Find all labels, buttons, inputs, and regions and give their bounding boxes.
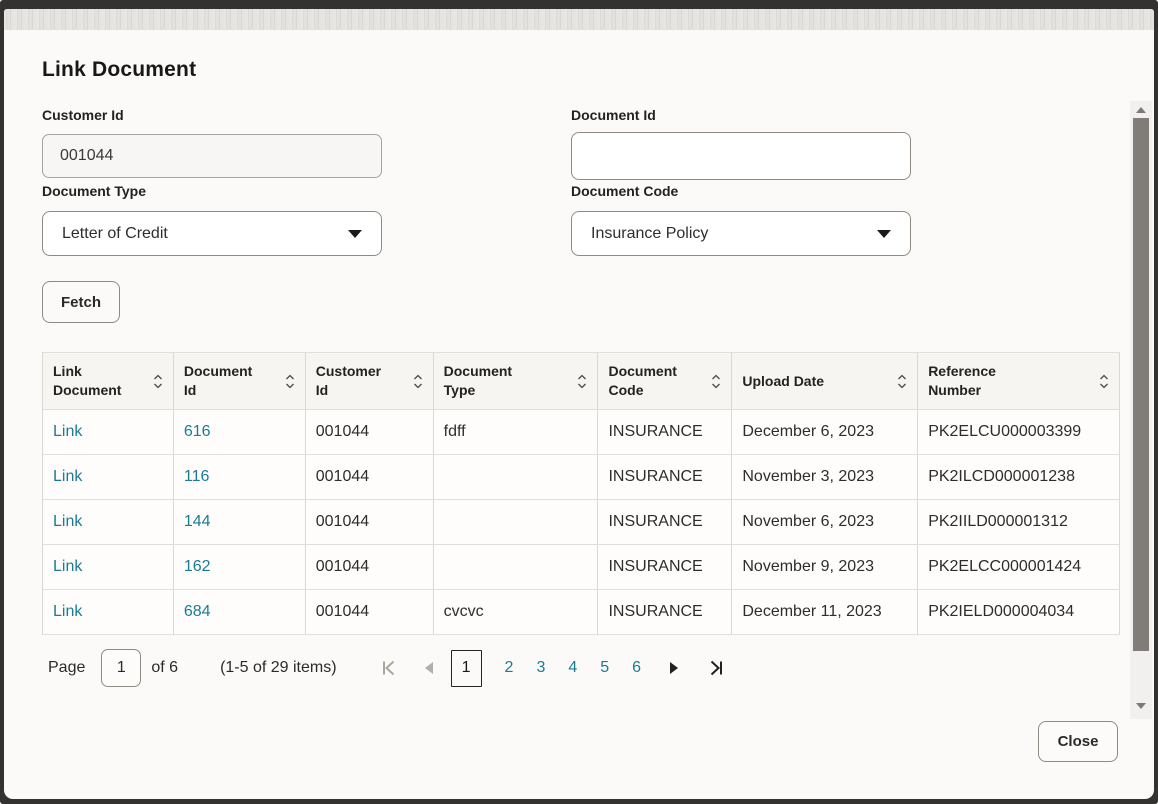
scrollbar-thumb[interactable] xyxy=(1133,118,1149,651)
scroll-up-icon[interactable] xyxy=(1135,106,1147,114)
document-type-selected-value: Letter of Credit xyxy=(62,224,168,242)
column-header-reference-number[interactable]: Reference Number xyxy=(918,353,1120,409)
page-label: Page xyxy=(48,659,86,676)
customer-id-cell: 001044 xyxy=(315,603,370,620)
reference-number-cell: PK2ELCU000003399 xyxy=(928,423,1082,440)
upload-date-cell: November 9, 2023 xyxy=(742,558,874,575)
column-header-document-code[interactable]: Document Code xyxy=(598,353,733,409)
reference-number-cell: PK2IILD000001312 xyxy=(928,513,1068,530)
document-type-select[interactable]: Letter of Credit xyxy=(42,211,382,256)
customer-id-cell: 001044 xyxy=(315,468,370,485)
document-code-label: Document Code xyxy=(571,183,679,199)
page-link[interactable]: 4 xyxy=(568,659,578,676)
reference-number-cell: PK2ELCC000001424 xyxy=(928,558,1082,575)
document-code-select[interactable]: Insurance Policy xyxy=(571,211,911,256)
document-id-link[interactable]: 616 xyxy=(183,423,211,440)
document-code-cell: INSURANCE xyxy=(608,603,703,620)
upload-date-cell: December 6, 2023 xyxy=(742,423,874,440)
sort-icon[interactable] xyxy=(284,372,296,391)
link-document-link[interactable]: Link xyxy=(53,558,83,575)
customer-id-input[interactable] xyxy=(42,134,382,178)
page-link[interactable]: 6 xyxy=(632,659,642,676)
sort-icon[interactable] xyxy=(896,372,908,391)
table-row: Link 684 001044 cvcvc INSURANCE December… xyxy=(43,590,1120,635)
reference-number-cell: PK2IELD000004034 xyxy=(928,603,1075,620)
first-page-icon[interactable] xyxy=(379,658,399,678)
upload-date-cell: November 6, 2023 xyxy=(742,513,874,530)
document-id-link[interactable]: 144 xyxy=(183,513,211,530)
document-type-cell: cvcvc xyxy=(443,603,484,620)
next-page-icon[interactable] xyxy=(668,661,680,675)
dialog-top-texture xyxy=(4,9,1154,30)
column-header-customer-id[interactable]: Customer Id xyxy=(306,353,434,409)
document-code-cell: INSURANCE xyxy=(608,513,703,530)
chevron-down-icon xyxy=(877,229,891,238)
sort-icon[interactable] xyxy=(1098,372,1110,391)
page-link[interactable]: 5 xyxy=(600,659,610,676)
sort-icon[interactable] xyxy=(412,372,424,391)
last-page-icon[interactable] xyxy=(706,658,726,678)
customer-id-label: Customer Id xyxy=(42,107,124,123)
dialog-title: Link Document xyxy=(42,58,197,81)
column-header-upload-date[interactable]: Upload Date xyxy=(732,353,919,409)
sort-icon[interactable] xyxy=(576,372,588,391)
document-type-label: Document Type xyxy=(42,183,146,199)
link-document-link[interactable]: Link xyxy=(53,423,83,440)
link-document-link[interactable]: Link xyxy=(53,603,83,620)
documents-table: Link Document Document Id Customer Id Do… xyxy=(42,352,1120,635)
document-code-cell: INSURANCE xyxy=(608,558,703,575)
document-id-link[interactable]: 684 xyxy=(183,603,211,620)
table-row: Link 144 001044 INSURANCE November 6, 20… xyxy=(43,500,1120,545)
document-id-label: Document Id xyxy=(571,107,656,123)
sort-icon[interactable] xyxy=(152,372,164,391)
link-document-link[interactable]: Link xyxy=(53,513,83,530)
scroll-down-icon[interactable] xyxy=(1135,702,1147,710)
document-type-cell: fdff xyxy=(443,423,466,440)
customer-id-cell: 001044 xyxy=(315,513,370,530)
page-link[interactable]: 2 xyxy=(504,659,514,676)
document-id-input[interactable] xyxy=(571,132,911,180)
column-header-document-type[interactable]: Document Type xyxy=(434,353,599,409)
page-link[interactable]: 3 xyxy=(536,659,546,676)
page-number-input[interactable] xyxy=(101,649,142,687)
items-summary: (1-5 of 29 items) xyxy=(220,659,337,676)
current-page-indicator[interactable]: 1 xyxy=(450,649,482,687)
table-row: Link 116 001044 INSURANCE November 3, 20… xyxy=(43,455,1120,500)
document-id-link[interactable]: 116 xyxy=(183,468,210,485)
column-header-document-id[interactable]: Document Id xyxy=(174,353,306,409)
document-code-cell: INSURANCE xyxy=(608,423,703,440)
customer-id-cell: 001044 xyxy=(315,558,370,575)
close-button[interactable]: Close xyxy=(1038,721,1118,762)
table-row: Link 162 001044 INSURANCE November 9, 20… xyxy=(43,545,1120,590)
table-row: Link 616 001044 fdff INSURANCE December … xyxy=(43,410,1120,455)
document-id-link[interactable]: 162 xyxy=(183,558,211,575)
previous-page-icon[interactable] xyxy=(423,661,435,675)
link-document-link[interactable]: Link xyxy=(53,468,83,485)
upload-date-cell: November 3, 2023 xyxy=(742,468,874,485)
document-code-selected-value: Insurance Policy xyxy=(591,224,709,242)
customer-id-cell: 001044 xyxy=(315,423,370,440)
document-code-cell: INSURANCE xyxy=(608,468,703,485)
column-header-link-document[interactable]: Link Document xyxy=(43,353,174,409)
page-of-label: of 6 xyxy=(151,659,179,676)
pagination-bar: Page of 6 (1-5 of 29 items) 1 2 3 4 5 6 xyxy=(48,647,726,689)
fetch-button[interactable]: Fetch xyxy=(42,281,120,323)
chevron-down-icon xyxy=(348,229,362,238)
sort-icon[interactable] xyxy=(710,372,722,391)
table-header-row: Link Document Document Id Customer Id Do… xyxy=(43,353,1120,410)
upload-date-cell: December 11, 2023 xyxy=(742,603,882,620)
link-document-dialog: Link Document Customer Id Document Id Do… xyxy=(4,9,1154,799)
reference-number-cell: PK2ILCD000001238 xyxy=(928,468,1075,485)
